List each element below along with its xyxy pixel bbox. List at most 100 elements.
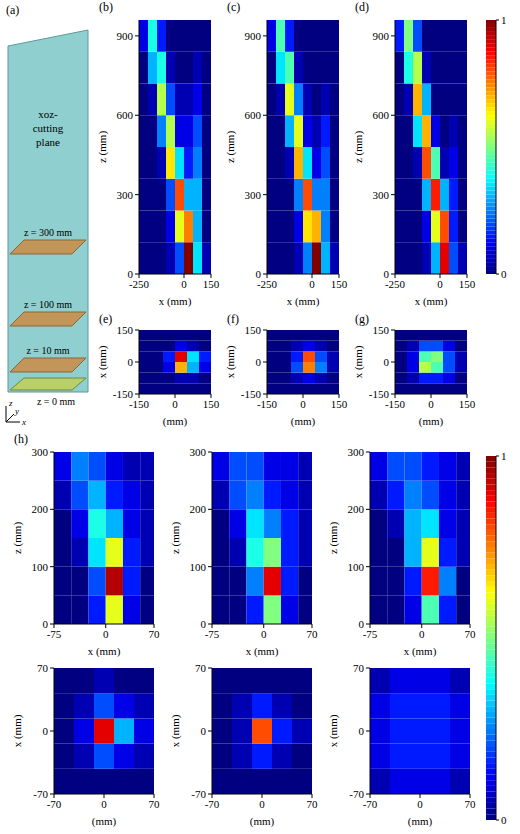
svg-text:(mm): (mm) <box>291 415 316 428</box>
svg-text:0: 0 <box>201 618 207 630</box>
svg-text:-75: -75 <box>47 628 62 640</box>
svg-text:-150: -150 <box>113 388 134 400</box>
svg-text:600: 600 <box>117 109 134 121</box>
svg-text:(mm): (mm) <box>250 815 275 828</box>
svg-text:(mm): (mm) <box>408 815 433 828</box>
svg-text:100: 100 <box>348 561 365 573</box>
svg-text:300: 300 <box>373 189 390 201</box>
svg-text:70: 70 <box>37 662 49 674</box>
svg-text:70: 70 <box>353 662 365 674</box>
svg-text:plane: plane <box>36 136 60 148</box>
svg-text:-70: -70 <box>363 798 378 810</box>
svg-text:cutting: cutting <box>33 122 64 134</box>
svg-text:0: 0 <box>501 814 507 826</box>
svg-text:(mm): (mm) <box>163 415 188 428</box>
svg-text:z (mm): z (mm) <box>169 522 182 554</box>
svg-text:0: 0 <box>256 356 262 368</box>
svg-text:150: 150 <box>331 398 348 410</box>
svg-text:900: 900 <box>373 30 390 42</box>
svg-text:70: 70 <box>307 628 319 640</box>
svg-text:150: 150 <box>331 278 348 290</box>
svg-text:150: 150 <box>203 278 220 290</box>
svg-text:150: 150 <box>203 398 220 410</box>
svg-text:0: 0 <box>101 798 107 810</box>
svg-text:(mm): (mm) <box>92 815 117 828</box>
svg-text:x (mm): x (mm) <box>224 345 237 378</box>
svg-text:-70: -70 <box>205 798 220 810</box>
svg-text:z = 300 mm: z = 300 mm <box>24 227 72 238</box>
svg-text:1: 1 <box>501 450 507 462</box>
svg-text:-70: -70 <box>47 798 62 810</box>
svg-text:z (mm): z (mm) <box>224 131 237 163</box>
svg-text:x (mm): x (mm) <box>11 714 24 747</box>
svg-text:0: 0 <box>128 268 134 280</box>
svg-text:0: 0 <box>201 725 207 737</box>
svg-text:70: 70 <box>149 628 161 640</box>
svg-text:x (mm): x (mm) <box>96 345 109 378</box>
svg-text:0: 0 <box>419 628 425 640</box>
svg-text:x (mm): x (mm) <box>287 295 320 308</box>
svg-text:-75: -75 <box>363 628 378 640</box>
svg-text:z (mm): z (mm) <box>352 131 365 163</box>
svg-text:-150: -150 <box>369 388 390 400</box>
svg-text:0: 0 <box>309 278 315 290</box>
svg-text:-70: -70 <box>349 788 364 800</box>
svg-text:z (mm): z (mm) <box>327 522 340 554</box>
svg-text:300: 300 <box>348 446 365 458</box>
svg-text:1: 1 <box>501 14 507 26</box>
svg-text:900: 900 <box>245 30 262 42</box>
svg-text:150: 150 <box>459 278 476 290</box>
svg-text:0: 0 <box>43 725 49 737</box>
svg-text:150: 150 <box>117 324 134 336</box>
svg-text:0: 0 <box>256 268 262 280</box>
svg-text:100: 100 <box>32 561 49 573</box>
svg-text:-70: -70 <box>33 788 48 800</box>
svg-text:300: 300 <box>32 446 49 458</box>
svg-text:200: 200 <box>348 503 365 515</box>
svg-text:0: 0 <box>437 278 443 290</box>
svg-text:x (mm): x (mm) <box>88 645 121 658</box>
svg-text:x (mm): x (mm) <box>169 714 182 747</box>
svg-text:150: 150 <box>459 398 476 410</box>
svg-text:xoz-: xoz- <box>38 108 58 120</box>
svg-text:0: 0 <box>417 798 423 810</box>
svg-text:100: 100 <box>190 561 207 573</box>
svg-text:70: 70 <box>465 628 477 640</box>
svg-text:150: 150 <box>245 324 262 336</box>
svg-text:0: 0 <box>501 268 507 280</box>
svg-text:150: 150 <box>373 324 390 336</box>
svg-text:0: 0 <box>172 398 178 410</box>
svg-text:-75: -75 <box>205 628 220 640</box>
svg-text:-150: -150 <box>241 388 262 400</box>
svg-text:x (mm): x (mm) <box>159 295 192 308</box>
svg-text:200: 200 <box>190 503 207 515</box>
svg-text:0: 0 <box>261 628 267 640</box>
svg-text:70: 70 <box>195 662 207 674</box>
svg-text:z: z <box>8 398 13 408</box>
svg-text:y: y <box>14 406 19 416</box>
svg-text:x (mm): x (mm) <box>327 714 340 747</box>
svg-text:z = 10 mm: z = 10 mm <box>26 345 69 356</box>
svg-text:z = 0 mm: z = 0 mm <box>37 396 75 407</box>
svg-text:z (mm): z (mm) <box>11 522 24 554</box>
svg-text:300: 300 <box>117 189 134 201</box>
svg-text:70: 70 <box>307 798 319 810</box>
svg-text:z (mm): z (mm) <box>96 131 109 163</box>
svg-text:(mm): (mm) <box>419 415 444 428</box>
svg-text:x: x <box>21 417 26 427</box>
svg-text:0: 0 <box>43 618 49 630</box>
svg-text:0: 0 <box>103 628 109 640</box>
svg-text:0: 0 <box>259 798 265 810</box>
svg-text:0: 0 <box>384 268 390 280</box>
svg-text:600: 600 <box>373 109 390 121</box>
svg-text:0: 0 <box>384 356 390 368</box>
svg-text:0: 0 <box>128 356 134 368</box>
svg-text:x (mm): x (mm) <box>352 345 365 378</box>
svg-text:600: 600 <box>245 109 262 121</box>
svg-text:70: 70 <box>149 798 161 810</box>
svg-text:0: 0 <box>428 398 434 410</box>
svg-text:300: 300 <box>190 446 207 458</box>
svg-text:x (mm): x (mm) <box>246 645 279 658</box>
svg-text:200: 200 <box>32 503 49 515</box>
svg-text:0: 0 <box>181 278 187 290</box>
